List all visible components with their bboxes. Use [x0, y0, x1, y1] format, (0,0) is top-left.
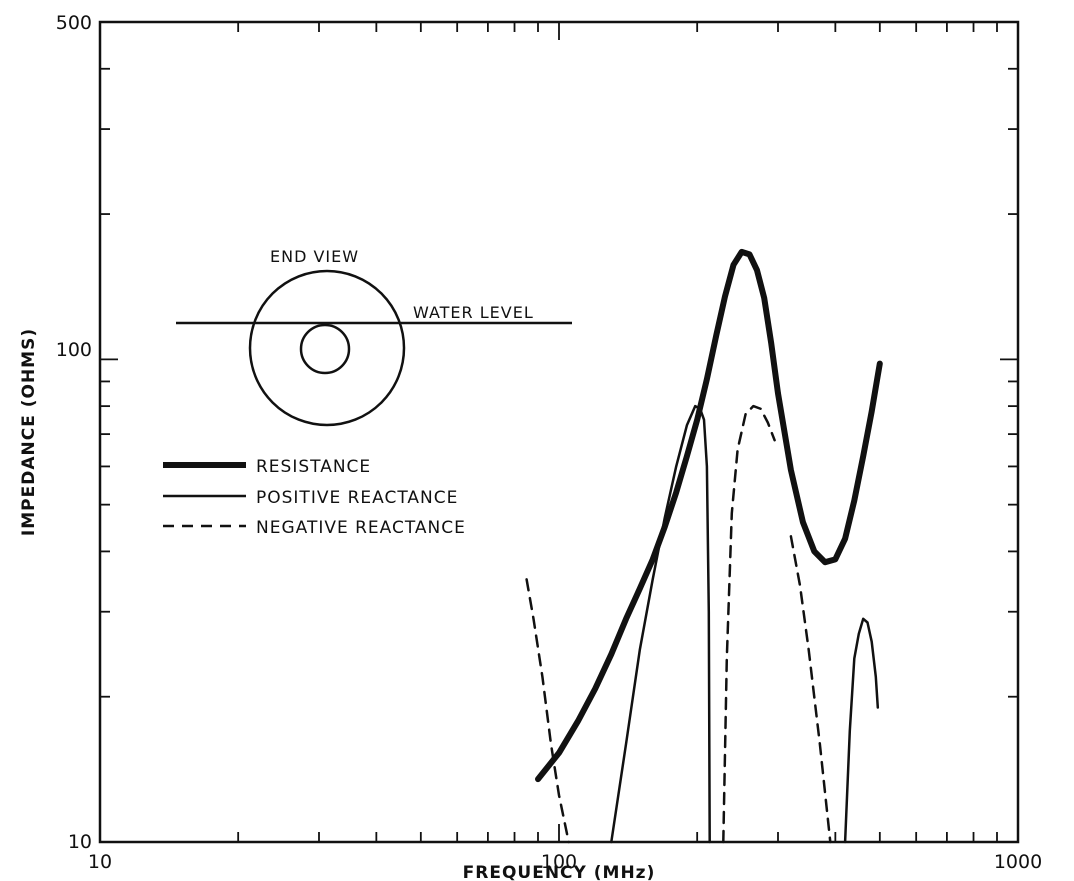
legend-label-negative-reactance: NEGATIVE REACTANCE	[256, 518, 466, 538]
y-axis-label: IMPEDANCE (OHMS)	[19, 328, 39, 536]
series-negative-reactance-segment-3	[789, 535, 832, 844]
legend: RESISTANCE POSITIVE REACTANCE NEGATIVE R…	[163, 457, 466, 538]
end-view-label: END VIEW	[270, 247, 359, 266]
series-positive-reactance-segment-1	[610, 404, 711, 844]
end-view-diagram	[176, 269, 572, 427]
series-positive-reactance-segment-2	[843, 617, 880, 844]
y-tick-label-100: 100	[56, 339, 92, 361]
x-tick-label-100: 100	[541, 851, 577, 873]
x-tick-label-1000: 1000	[994, 851, 1042, 873]
x-tick-label-10: 10	[88, 851, 112, 873]
plot-frame	[98, 20, 1020, 844]
y-tick-label-10: 10	[68, 831, 92, 853]
legend-label-positive-reactance: POSITIVE REACTANCE	[256, 488, 458, 508]
series-negative-reactance-segment-1	[525, 578, 570, 844]
water-level-label: WATER LEVEL	[413, 303, 534, 322]
x-axis-label: FREQUENCY (MHz)	[463, 863, 656, 881]
series-layer	[525, 248, 883, 844]
series-resistance-segment-1	[535, 248, 883, 783]
axis-ticks	[99, 21, 1019, 843]
y-tick-label-500: 500	[56, 12, 92, 34]
inner-conductor-outline	[299, 323, 351, 375]
series-negative-reactance-segment-2	[722, 404, 776, 844]
legend-label-resistance: RESISTANCE	[256, 457, 371, 477]
outer-cylinder-outline	[248, 269, 406, 427]
